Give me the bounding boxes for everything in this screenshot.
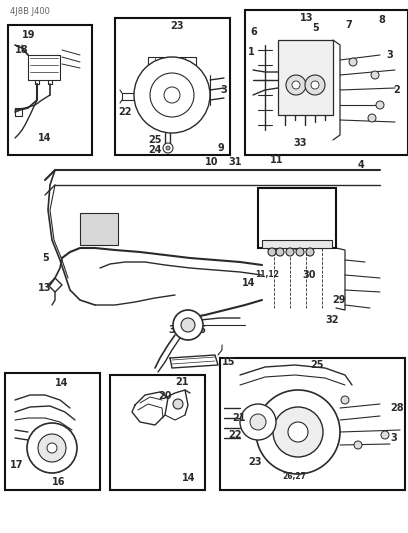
- Bar: [110, 375, 205, 490]
- Circle shape: [354, 441, 362, 449]
- Text: 28: 28: [390, 403, 404, 413]
- Text: 20: 20: [158, 391, 171, 401]
- Circle shape: [381, 431, 389, 439]
- Bar: [80, 213, 118, 245]
- Text: 14: 14: [55, 378, 69, 388]
- Text: 13: 13: [38, 283, 51, 293]
- Circle shape: [371, 71, 379, 79]
- Text: 3: 3: [168, 325, 175, 335]
- Text: 3: 3: [386, 50, 393, 60]
- Text: 18: 18: [15, 45, 29, 55]
- Bar: [8, 25, 92, 155]
- Text: 3: 3: [390, 433, 397, 443]
- Circle shape: [173, 310, 203, 340]
- Circle shape: [163, 143, 173, 153]
- Bar: [5, 373, 100, 490]
- Text: 4J8B J400: 4J8B J400: [10, 7, 50, 17]
- Circle shape: [276, 248, 284, 256]
- Circle shape: [27, 423, 77, 473]
- Text: 17: 17: [10, 460, 24, 470]
- Bar: [115, 18, 230, 155]
- Bar: [278, 40, 333, 115]
- Text: 14: 14: [182, 473, 195, 483]
- Text: 14: 14: [38, 133, 51, 143]
- Circle shape: [305, 75, 325, 95]
- Text: 1: 1: [248, 47, 255, 57]
- Text: 31: 31: [228, 157, 242, 167]
- Circle shape: [286, 248, 294, 256]
- Circle shape: [292, 81, 300, 89]
- Circle shape: [256, 390, 340, 474]
- Circle shape: [173, 399, 183, 409]
- Text: 14: 14: [242, 278, 255, 288]
- Text: 11,12: 11,12: [255, 271, 279, 279]
- Text: 13: 13: [300, 13, 313, 23]
- Circle shape: [349, 58, 357, 66]
- Circle shape: [296, 248, 304, 256]
- Circle shape: [268, 248, 276, 256]
- Bar: [220, 358, 405, 490]
- Circle shape: [240, 404, 276, 440]
- Text: 10: 10: [205, 157, 219, 167]
- Text: 32: 32: [325, 315, 339, 325]
- Text: 23: 23: [248, 457, 262, 467]
- Text: 21: 21: [232, 413, 246, 423]
- Text: 6: 6: [198, 325, 205, 335]
- Text: 11: 11: [270, 155, 284, 165]
- Text: 22: 22: [228, 430, 242, 440]
- Text: 25: 25: [148, 135, 162, 145]
- Text: 4: 4: [358, 160, 365, 170]
- Text: 22: 22: [118, 107, 131, 117]
- Text: 2: 2: [393, 85, 400, 95]
- Circle shape: [38, 434, 66, 462]
- Circle shape: [306, 248, 314, 256]
- Text: 7: 7: [345, 20, 352, 30]
- Text: 9: 9: [218, 143, 225, 153]
- Circle shape: [376, 101, 384, 109]
- Text: 3: 3: [220, 85, 227, 95]
- Circle shape: [134, 57, 210, 133]
- Bar: [258, 188, 336, 248]
- Circle shape: [286, 75, 306, 95]
- Circle shape: [150, 73, 194, 117]
- Text: 8: 8: [378, 15, 385, 25]
- Bar: [245, 10, 408, 155]
- Text: 29: 29: [332, 295, 346, 305]
- Text: 26,27: 26,27: [282, 472, 306, 481]
- Circle shape: [166, 146, 170, 150]
- Text: 23: 23: [170, 21, 184, 31]
- Circle shape: [164, 87, 180, 103]
- Circle shape: [341, 396, 349, 404]
- Text: 16: 16: [52, 477, 66, 487]
- Text: 33: 33: [293, 138, 306, 148]
- Circle shape: [47, 443, 57, 453]
- Text: 25: 25: [310, 360, 324, 370]
- Circle shape: [181, 318, 195, 332]
- Circle shape: [311, 81, 319, 89]
- Text: 5: 5: [42, 253, 49, 263]
- Text: 5: 5: [312, 23, 319, 33]
- Circle shape: [288, 422, 308, 442]
- Circle shape: [273, 407, 323, 457]
- Circle shape: [250, 414, 266, 430]
- Circle shape: [368, 114, 376, 122]
- Bar: [262, 240, 332, 248]
- Text: 15: 15: [222, 357, 235, 367]
- Text: 30: 30: [302, 270, 315, 280]
- Text: 6: 6: [250, 27, 257, 37]
- Text: 19: 19: [22, 30, 35, 40]
- Text: 24: 24: [148, 145, 162, 155]
- Text: 21: 21: [175, 377, 188, 387]
